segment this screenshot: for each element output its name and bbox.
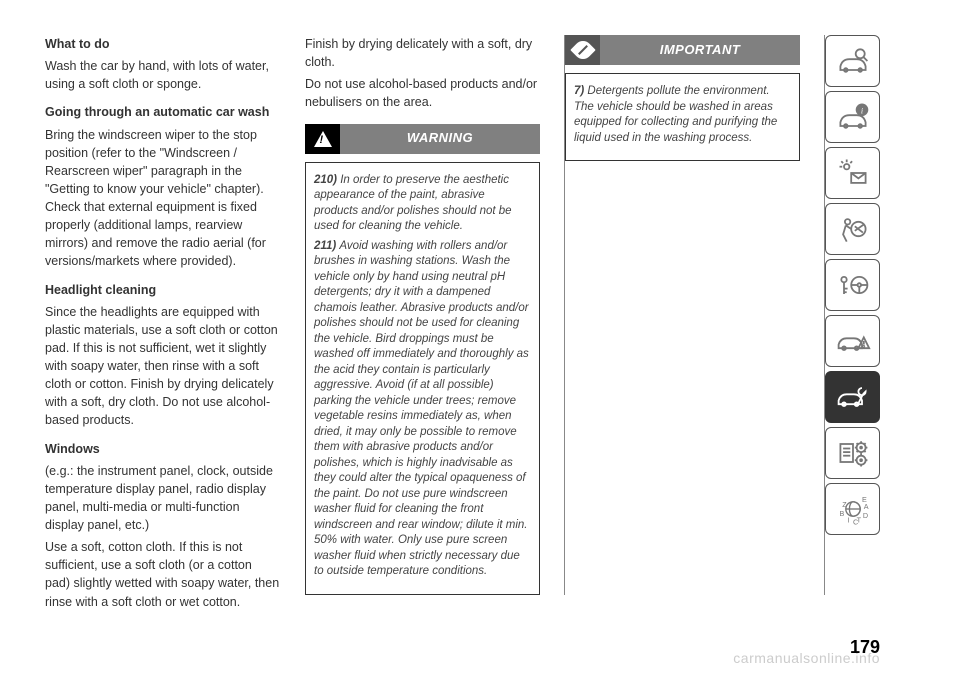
heading-windows: Windows [45, 440, 280, 458]
text: (e.g.: the instrument panel, clock, outs… [45, 462, 280, 535]
svg-text:B: B [839, 509, 844, 518]
sidebar-item-specs-icon[interactable] [825, 427, 880, 479]
important-box: 7) Detergents pollute the environment. T… [565, 73, 800, 161]
svg-text:E: E [862, 495, 867, 504]
column-1: What to do Wash the car by hand, with lo… [45, 35, 305, 678]
svg-text:T: T [856, 516, 861, 525]
sidebar-item-service-car-icon[interactable] [825, 371, 880, 423]
heading-what-to-do: What to do [45, 35, 280, 53]
sidebar-item-hazard-car-icon[interactable] [825, 315, 880, 367]
svg-text:D: D [862, 511, 867, 520]
sidebar-item-info-car-icon[interactable]: i [825, 91, 880, 143]
important-label: IMPORTANT [600, 41, 800, 60]
leaf-icon [565, 35, 600, 65]
important-header: IMPORTANT [565, 35, 800, 65]
warning-label: WARNING [340, 129, 540, 148]
svg-text:Z: Z [842, 500, 847, 509]
important-text: 7) Detergents pollute the environment. T… [574, 84, 791, 146]
page-content: What to do Wash the car by hand, with lo… [0, 0, 960, 678]
sidebar-item-light-icon[interactable] [825, 147, 880, 199]
heading-headlight: Headlight cleaning [45, 281, 280, 299]
divider [824, 35, 825, 595]
heading-car-wash: Going through an automatic car wash [45, 103, 280, 121]
section-sidebar: i [825, 35, 880, 678]
text: Wash the car by hand, with lots of water… [45, 57, 280, 93]
warning-text: 210) In order to preserve the aesthetic … [314, 173, 531, 235]
text: Since the headlights are equipped with p… [45, 303, 280, 430]
page-number: 179 [850, 637, 880, 658]
warning-text: 211) Avoid washing with rollers and/or b… [314, 239, 531, 580]
svg-text:i: i [860, 106, 862, 115]
sidebar-item-airbag-icon[interactable] [825, 203, 880, 255]
text: Bring the windscreen wiper to the stop p… [45, 126, 280, 271]
column-3: IMPORTANT 7) Detergents pollute the envi… [565, 35, 825, 678]
warning-box: 210) In order to preserve the aesthetic … [305, 162, 540, 595]
sidebar-item-key-wheel-icon[interactable] [825, 259, 880, 311]
warning-icon [305, 124, 340, 154]
warning-header: WARNING [305, 124, 540, 154]
text: Finish by drying delicately with a soft,… [305, 35, 540, 71]
column-2: Finish by drying delicately with a soft,… [305, 35, 565, 678]
text: Do not use alcohol-based products and/or… [305, 75, 540, 111]
svg-text:I: I [847, 516, 849, 525]
sidebar-item-index-icon[interactable]: Z B I C T D A E [825, 483, 880, 535]
text: Use a soft, cotton cloth. If this is not… [45, 538, 280, 611]
sidebar-item-search-car-icon[interactable] [825, 35, 880, 87]
